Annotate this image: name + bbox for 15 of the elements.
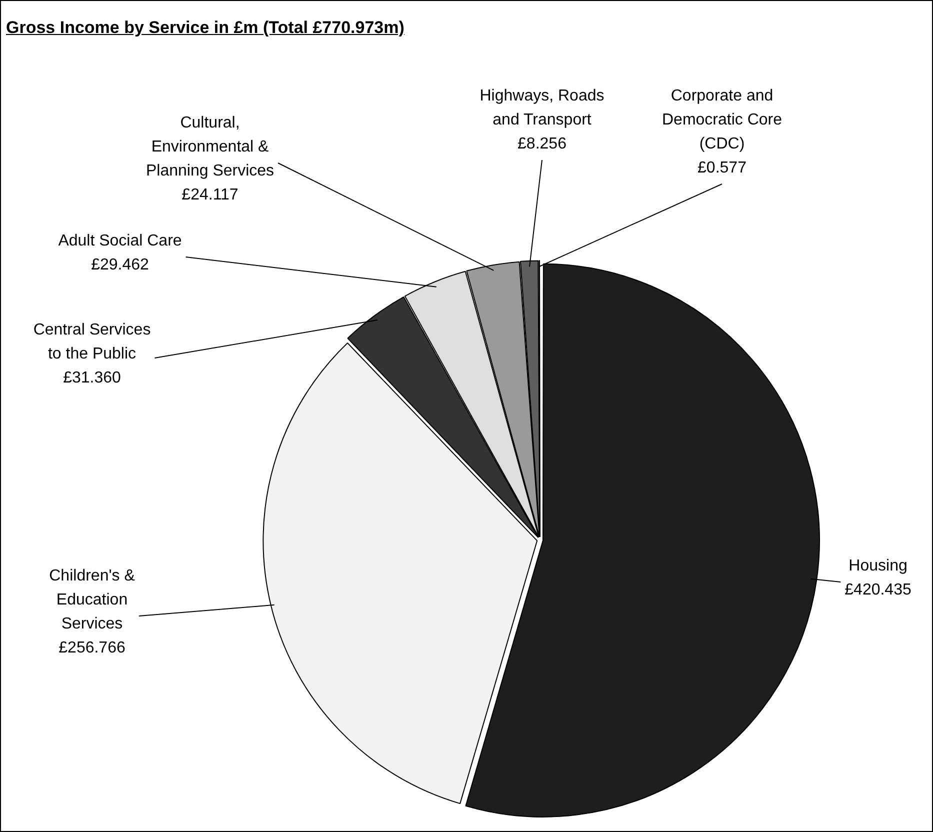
slice-label: Adult Social Care [58, 232, 182, 250]
chart-title: Gross Income by Service in £m (Total £770.973m) [6, 18, 404, 38]
slice-label: Housing [848, 557, 908, 574]
data-label: £8.256 [518, 135, 567, 152]
data-label: £0.577 [698, 159, 747, 176]
slice-label: Children's & Education Services [49, 567, 136, 632]
slice-label: Central Services to the Public [33, 321, 151, 362]
data-label: £420.435 [844, 581, 912, 598]
data-label: £256.766 [58, 639, 126, 656]
slice-label: Corporate and Democratic Core (CDC) [662, 87, 782, 152]
slice-label: Highways, Roads and Transport [480, 87, 604, 128]
data-label: £31.360 [63, 369, 122, 386]
slice-label: Cultural, Environmental & Planning Services [146, 114, 274, 180]
data-label: £29.462 [91, 256, 150, 274]
data-label: £24.117 [182, 186, 238, 204]
